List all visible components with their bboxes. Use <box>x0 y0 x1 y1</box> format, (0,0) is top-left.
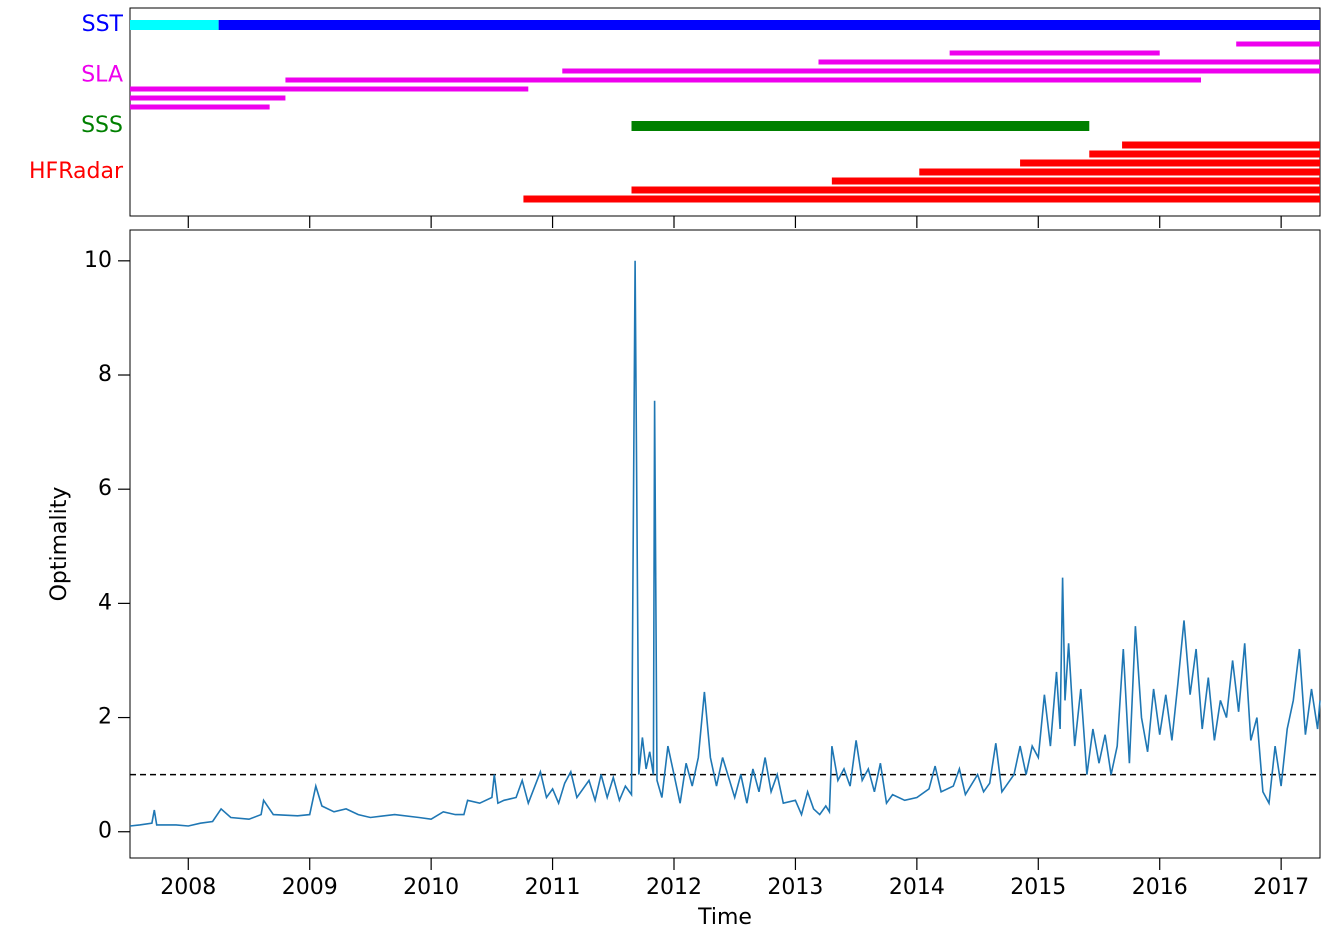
x-tick-label: 2016 <box>1132 875 1188 900</box>
y-tick-label: 6 <box>98 476 112 501</box>
x-tick-label: 2010 <box>403 875 459 900</box>
y-tick-label: 4 <box>98 590 112 615</box>
x-tick-label: 2011 <box>525 875 581 900</box>
x-tick-label: 2009 <box>282 875 338 900</box>
x-axis-label: Time <box>697 905 752 930</box>
x-tick-label: 2014 <box>889 875 945 900</box>
axes-frame <box>129 229 1321 859</box>
group-label: HFRadar <box>29 159 124 184</box>
y-tick-label: 8 <box>98 362 112 387</box>
group-label: SST <box>82 12 124 37</box>
y-tick-label: 10 <box>84 248 112 273</box>
x-tick-label: 2012 <box>646 875 702 900</box>
y-tick-label: 2 <box>98 705 112 730</box>
y-tick-label: 0 <box>98 819 112 844</box>
group-label: SSS <box>81 113 123 138</box>
x-tick-label: 2008 <box>160 875 216 900</box>
data-line <box>129 260 1321 827</box>
x-tick-label: 2017 <box>1253 875 1309 900</box>
x-tick-label: 2013 <box>767 875 823 900</box>
axes-frame <box>129 7 1321 217</box>
x-tick-label: 2015 <box>1010 875 1066 900</box>
group-label: SLA <box>81 63 123 88</box>
y-axis-label: Optimality <box>47 487 72 602</box>
